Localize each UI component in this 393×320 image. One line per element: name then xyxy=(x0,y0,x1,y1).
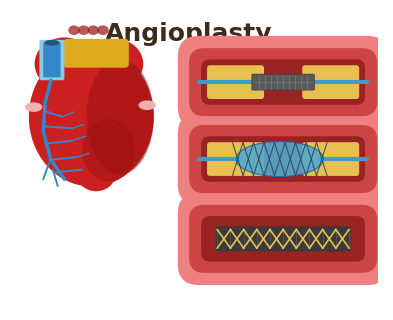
FancyBboxPatch shape xyxy=(189,125,377,193)
Text: Stent Delivery System In Place: Stent Delivery System In Place xyxy=(204,109,362,118)
Ellipse shape xyxy=(88,25,99,35)
FancyBboxPatch shape xyxy=(39,40,64,80)
Ellipse shape xyxy=(236,141,323,177)
FancyBboxPatch shape xyxy=(207,142,264,176)
FancyBboxPatch shape xyxy=(178,193,389,285)
FancyBboxPatch shape xyxy=(201,60,365,105)
Ellipse shape xyxy=(97,25,108,35)
FancyBboxPatch shape xyxy=(302,142,359,176)
FancyBboxPatch shape xyxy=(201,216,365,261)
FancyBboxPatch shape xyxy=(178,36,389,128)
Ellipse shape xyxy=(44,40,60,45)
Ellipse shape xyxy=(86,59,154,174)
FancyBboxPatch shape xyxy=(189,48,377,116)
FancyBboxPatch shape xyxy=(178,113,389,205)
Ellipse shape xyxy=(138,100,156,110)
Ellipse shape xyxy=(35,37,94,90)
Ellipse shape xyxy=(82,119,135,182)
Ellipse shape xyxy=(29,47,154,187)
Ellipse shape xyxy=(77,157,116,191)
Ellipse shape xyxy=(25,102,42,112)
Text: Angioplasty: Angioplasty xyxy=(105,21,272,45)
FancyBboxPatch shape xyxy=(216,226,351,252)
Text: Catheter Removed, Stent Implanted: Catheter Removed, Stent Implanted xyxy=(191,266,375,275)
Ellipse shape xyxy=(88,39,143,89)
FancyBboxPatch shape xyxy=(43,43,61,77)
Ellipse shape xyxy=(78,25,90,35)
FancyBboxPatch shape xyxy=(201,136,365,182)
Ellipse shape xyxy=(68,25,80,35)
Text: Stent Expands As Balloon Inflates: Stent Expands As Balloon Inflates xyxy=(197,186,369,195)
FancyBboxPatch shape xyxy=(207,65,264,99)
FancyBboxPatch shape xyxy=(63,39,129,68)
FancyBboxPatch shape xyxy=(189,205,377,273)
FancyBboxPatch shape xyxy=(302,65,359,99)
FancyBboxPatch shape xyxy=(252,74,314,90)
